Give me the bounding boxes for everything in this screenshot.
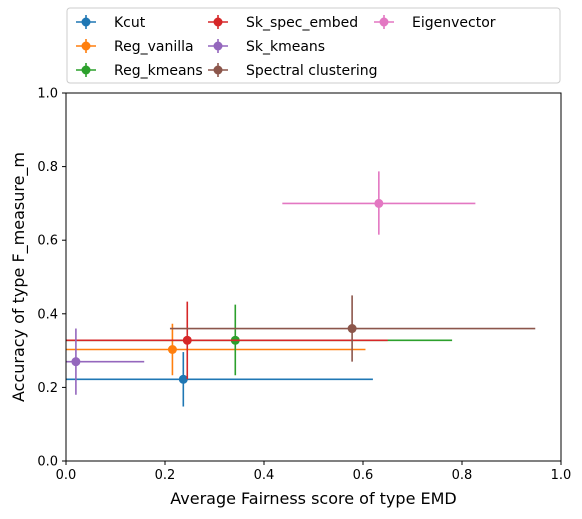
x-tick-label: 0.0 [56, 468, 77, 483]
legend-label-eigenvector: Eigenvector [412, 15, 496, 31]
data-point-reg-vanilla [167, 344, 177, 354]
plot-area: 0.0 0.2 0.4 0.6 0.8 1.0 0.0 0.2 0.4 0.6 0.8 1.0 Aver… [9, 87, 571, 509]
y-axis-label: Accuracy of type F_measure_m [9, 152, 29, 402]
legend-marker-kcut [81, 17, 91, 27]
legend-marker-sk-kmeans [213, 41, 223, 51]
y-tick-label: 0.6 [37, 234, 58, 249]
axes-frame [65, 92, 562, 462]
data-point-kcut [178, 374, 188, 384]
data-point-eigenvector [374, 198, 384, 208]
legend-label-reg-vanilla: Reg_vanilla [114, 39, 194, 55]
data-point-sk-spec-embed [182, 335, 192, 345]
y-tick-label: 0.4 [37, 307, 58, 322]
x-tick-label: 0.4 [254, 468, 275, 483]
x-tick-label: 0.2 [155, 468, 176, 483]
x-tick-label: 1.0 [551, 468, 572, 483]
legend-frame [66, 7, 561, 84]
legend-marker-eigenvector [379, 17, 389, 27]
legend-label-spectral-clustering: Spectral clustering [246, 63, 378, 79]
data-point-sk-kmeans [71, 357, 81, 367]
legend-marker-spectral-clustering [213, 65, 223, 75]
legend-marker-sk-spec-embed [213, 17, 223, 27]
legend-marker-reg-kmeans [81, 65, 91, 75]
legend-label-sk-spec-embed: Sk_spec_embed [246, 15, 358, 31]
x-tick-label: 0.8 [452, 468, 473, 483]
x-tick-label: 0.6 [353, 468, 374, 483]
y-tick-label: 0.2 [37, 381, 58, 396]
y-tick-label: 0.0 [37, 455, 58, 470]
legend: Kcut Reg_vanilla Reg_kmeans Sk_spec_embed Sk… [66, 7, 561, 84]
data-point-spectral-clustering [347, 324, 357, 334]
legend-label-kcut: Kcut [114, 15, 146, 31]
y-tick-label: 1.0 [37, 87, 58, 102]
legend-marker-reg-vanilla [81, 41, 91, 51]
y-tick-label: 0.8 [37, 160, 58, 175]
legend-label-sk-kmeans: Sk_kmeans [246, 39, 325, 55]
x-axis-label: Average Fairness score of type EMD [170, 489, 456, 508]
legend-label-reg-kmeans: Reg_kmeans [114, 63, 203, 79]
